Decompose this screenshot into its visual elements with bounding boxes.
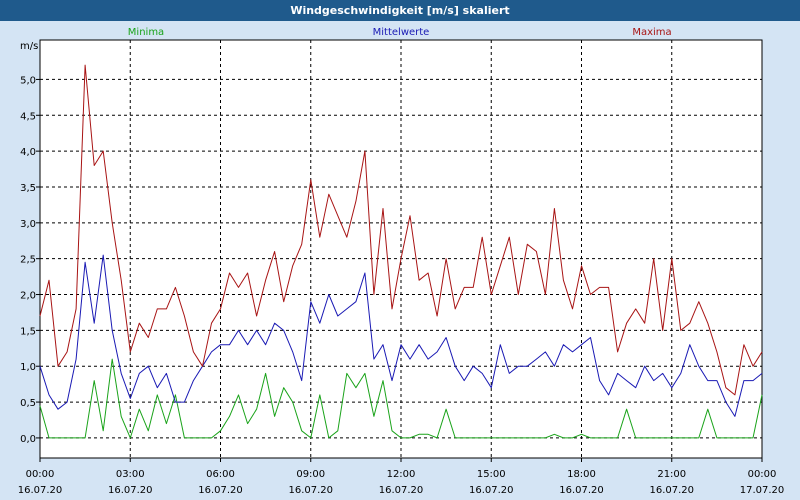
series-line-minima — [39, 358, 763, 439]
y-tick-label: 2,0 — [20, 291, 36, 302]
x-tick-date: 16.07.20 — [198, 485, 243, 496]
y-tick-label: 2,5 — [20, 255, 36, 266]
y-tick-label: 4,5 — [20, 111, 36, 122]
window-title: Windgeschwindigkeit [m/s] skaliert — [0, 0, 800, 21]
x-tick-time: 00:00 — [748, 469, 777, 480]
y-tick-label: 3,5 — [20, 183, 36, 194]
series-line-maxima — [39, 64, 763, 396]
series-line-mittelwerte — [39, 254, 763, 417]
x-tick-date: 17.07.20 — [740, 485, 785, 496]
x-tick-time: 15:00 — [477, 469, 506, 480]
x-tick-time: 18:00 — [567, 469, 596, 480]
y-tick-label: 4,0 — [20, 147, 36, 158]
x-tick-date: 16.07.20 — [108, 485, 153, 496]
legend-mittelwerte: Mittelwerte — [373, 27, 430, 38]
x-axis-ticks: 00:00 16.07.20 03:00 16.07.20 06:00 16.07.20 0… — [18, 458, 785, 496]
x-tick-date: 16.07.20 — [649, 485, 694, 496]
x-tick-date: 16.07.20 — [469, 485, 514, 496]
wind-speed-chart: 0,0 0,5 1,0 1,5 2,0 2,5 3,0 3,5 4,0 4,5 5,0 00:00 1… — [0, 21, 800, 500]
y-tick-label: 1,5 — [20, 326, 36, 337]
data-series — [39, 64, 763, 439]
y-tick-label: 3,0 — [20, 219, 36, 230]
x-tick-date: 16.07.20 — [288, 485, 333, 496]
y-axis-ticks: 0,0 0,5 1,0 1,5 2,0 2,5 3,0 3,5 4,0 4,5 5,0 — [20, 75, 40, 445]
x-tick-time: 12:00 — [387, 469, 416, 480]
x-tick-time: 00:00 — [26, 469, 55, 480]
y-tick-label: 0,0 — [20, 434, 36, 445]
y-tick-label: 1,0 — [20, 362, 36, 373]
y-tick-label: 0,5 — [20, 398, 36, 409]
y-axis-label: m/s — [20, 41, 38, 52]
x-tick-date: 16.07.20 — [18, 485, 63, 496]
x-tick-time: 03:00 — [116, 469, 145, 480]
legend: Minima Mittelwerte Maxima — [128, 27, 672, 38]
x-tick-time: 21:00 — [657, 469, 686, 480]
y-tick-label: 5,0 — [20, 75, 36, 86]
x-tick-time: 09:00 — [296, 469, 325, 480]
legend-minima: Minima — [128, 27, 164, 38]
x-tick-time: 06:00 — [206, 469, 235, 480]
x-tick-date: 16.07.20 — [379, 485, 424, 496]
legend-maxima: Maxima — [632, 27, 671, 38]
x-tick-date: 16.07.20 — [559, 485, 604, 496]
